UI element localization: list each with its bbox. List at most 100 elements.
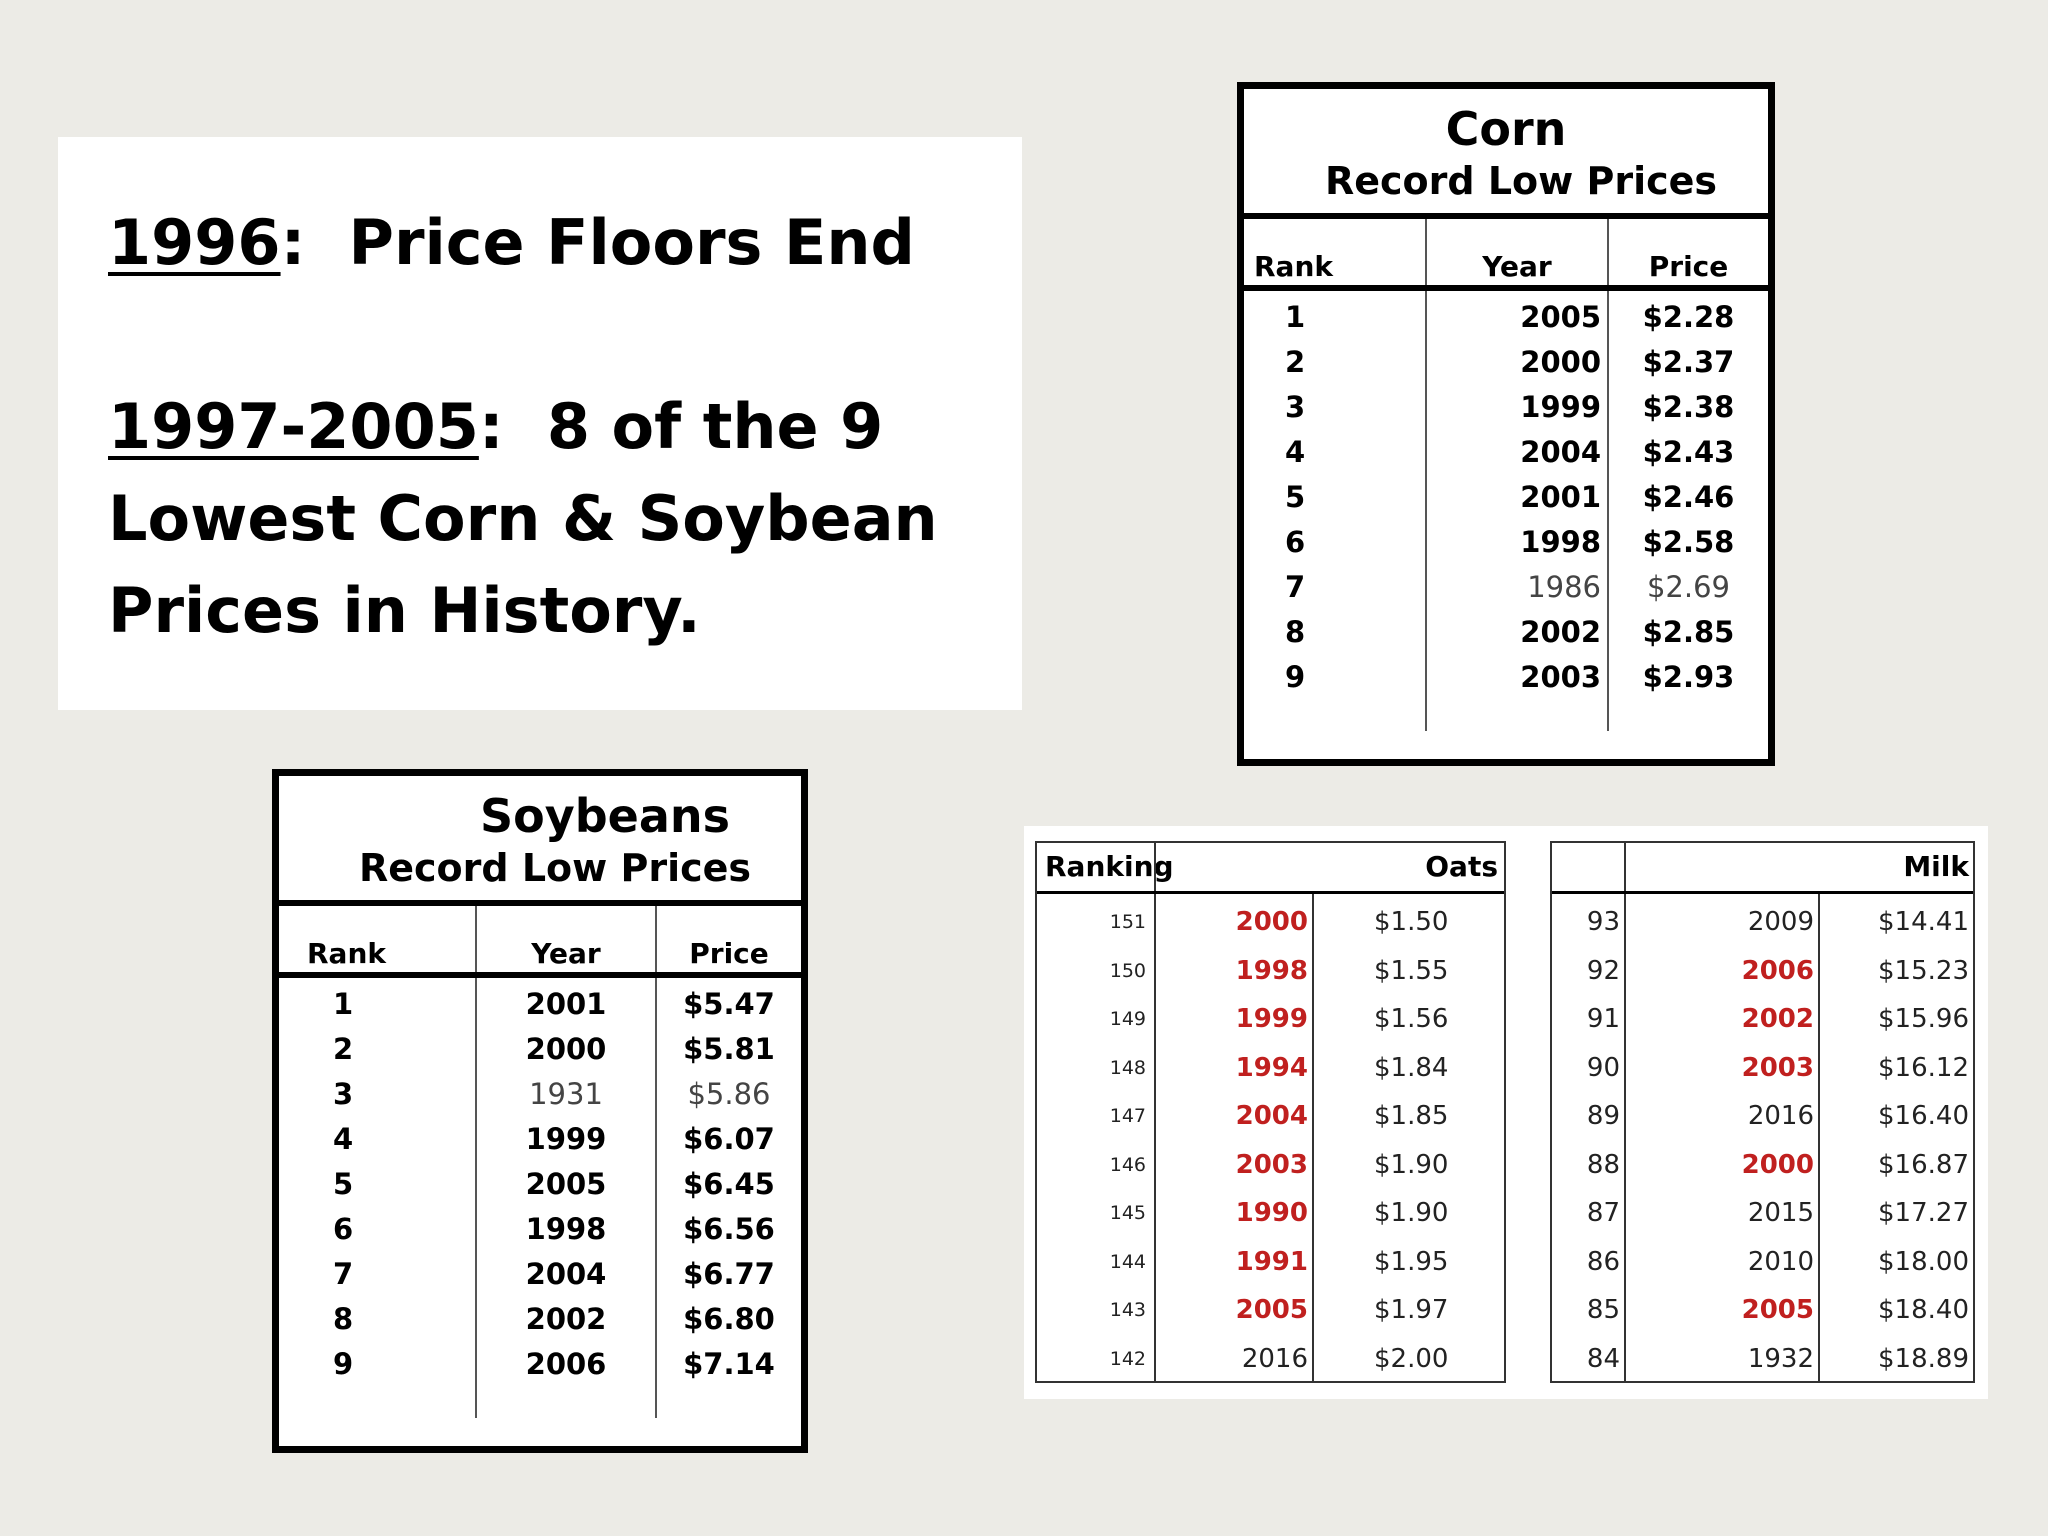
milk-year-cell: 1932 bbox=[1747, 1343, 1814, 1374]
milk-rank-cell: 90 bbox=[1586, 1052, 1620, 1083]
soybeans-rank-cell: 2 bbox=[333, 1032, 354, 1066]
oats-rank-cell: 144 bbox=[1109, 1250, 1146, 1273]
corn-year-cell: 2000 bbox=[1520, 345, 1601, 379]
oats-milk-ranking-panel: Ranking Oats 151 150 149 148 147 146 145 144 143… bbox=[1024, 826, 1988, 1399]
oats-price-cell: $1.97 bbox=[1374, 1295, 1449, 1325]
milk-price-cell: $17.27 bbox=[1878, 1198, 1969, 1228]
milk-year-cell: 2005 bbox=[1741, 1295, 1814, 1325]
milk-price-cell: $16.12 bbox=[1878, 1052, 1969, 1083]
corn-title: Corn bbox=[1445, 102, 1567, 156]
corn-record-low-table: Corn Record Low Prices Rank Year Price 1… bbox=[1237, 82, 1775, 766]
milk-rank-cell: 85 bbox=[1586, 1295, 1620, 1325]
milk-year-cell: 2003 bbox=[1741, 1052, 1814, 1083]
soybeans-header-rank: Rank bbox=[307, 937, 387, 970]
soybeans-rank-cell: 7 bbox=[333, 1257, 354, 1291]
headline-line-1-text: : Price Floors End bbox=[280, 206, 915, 279]
milk-header-ranking bbox=[1552, 843, 1624, 891]
oats-rank-cell: 148 bbox=[1109, 1056, 1146, 1079]
soybeans-year-cell: 2005 bbox=[525, 1167, 607, 1201]
corn-rank-cell: 3 bbox=[1285, 390, 1306, 424]
soybeans-price-cell: $6.07 bbox=[683, 1122, 775, 1156]
soybeans-year-cell: 1931 bbox=[529, 1077, 603, 1111]
corn-rank-cell: 5 bbox=[1285, 480, 1306, 514]
soybeans-price-cell: $5.47 bbox=[683, 987, 775, 1021]
corn-header-rank: Rank bbox=[1254, 250, 1334, 283]
oats-header-row: Ranking Oats bbox=[1037, 843, 1504, 894]
oats-price-cell: $1.50 bbox=[1374, 907, 1449, 937]
milk-ranking-table: Milk 93 92 91 90 89 88 87 86 85 84 2009 2006 2002 20… bbox=[1550, 841, 1975, 1383]
oats-rank-cell: 146 bbox=[1109, 1153, 1146, 1176]
soybeans-year-cell: 1998 bbox=[525, 1212, 607, 1246]
corn-rank-cell: 8 bbox=[1285, 615, 1306, 649]
milk-rank-cell: 91 bbox=[1586, 1004, 1620, 1034]
milk-price-cell: $18.40 bbox=[1878, 1295, 1969, 1325]
corn-rank-cell: 1 bbox=[1285, 300, 1306, 334]
soybeans-rank-cell: 3 bbox=[333, 1077, 354, 1111]
milk-price-cell: $18.00 bbox=[1878, 1246, 1969, 1277]
oats-rank-cell: 150 bbox=[1109, 959, 1146, 982]
oats-rank-cell: 151 bbox=[1109, 911, 1146, 933]
oats-year-cell: 1991 bbox=[1235, 1246, 1308, 1277]
corn-price-cell: $2.85 bbox=[1642, 615, 1735, 649]
oats-price-cell: $1.85 bbox=[1374, 1101, 1449, 1131]
headline-line-4: Prices in History. bbox=[108, 574, 701, 647]
milk-price-cell: $15.23 bbox=[1878, 955, 1969, 986]
soybeans-price-cell: $5.81 bbox=[683, 1032, 775, 1066]
corn-year-cell: 2003 bbox=[1520, 660, 1601, 694]
headline-card: 1996: Price Floors End 1997-2005: 8 of t… bbox=[58, 137, 1022, 710]
oats-year-cell: 1999 bbox=[1235, 1004, 1308, 1034]
corn-column-headers: Rank Year Price bbox=[1244, 219, 1768, 291]
oats-year-cell: 2004 bbox=[1235, 1101, 1308, 1131]
corn-price-cell: $2.37 bbox=[1642, 345, 1735, 379]
oats-year-cell: 1994 bbox=[1235, 1052, 1308, 1083]
soybeans-rank-cell: 9 bbox=[333, 1347, 354, 1381]
corn-rank-cell: 7 bbox=[1285, 570, 1306, 604]
oats-header-name: Oats bbox=[1154, 843, 1504, 891]
corn-year-cell: 1999 bbox=[1520, 390, 1601, 424]
corn-price-cell: $2.38 bbox=[1642, 390, 1735, 424]
soybeans-price-cell: $5.86 bbox=[687, 1077, 771, 1111]
soybeans-year-cell: 2004 bbox=[525, 1257, 607, 1291]
corn-year-cell: 2004 bbox=[1520, 435, 1601, 469]
milk-rank-cell: 89 bbox=[1586, 1101, 1620, 1131]
soybeans-rank-cell: 5 bbox=[333, 1167, 354, 1201]
corn-header-year: Year bbox=[1425, 219, 1607, 285]
corn-year-cell: 2002 bbox=[1520, 615, 1601, 649]
soybeans-year-cell: 2000 bbox=[525, 1032, 607, 1066]
soybeans-rank-cell: 6 bbox=[333, 1212, 354, 1246]
oats-price-cell: $1.56 bbox=[1374, 1004, 1449, 1034]
corn-rank-cell: 4 bbox=[1285, 435, 1306, 469]
corn-price-cell: $2.58 bbox=[1642, 525, 1735, 559]
milk-year-cell: 2015 bbox=[1747, 1198, 1814, 1228]
soybeans-year-cell: 2002 bbox=[525, 1302, 607, 1336]
corn-price-cell: $2.93 bbox=[1642, 660, 1735, 694]
oats-rank-cell: 143 bbox=[1109, 1299, 1146, 1321]
milk-rank-cell: 87 bbox=[1586, 1198, 1620, 1228]
corn-rank-cell: 9 bbox=[1285, 660, 1306, 694]
oats-price-cell: $1.95 bbox=[1374, 1246, 1449, 1277]
oats-header-ranking: Ranking bbox=[1045, 850, 1174, 883]
milk-price-cell: $15.96 bbox=[1878, 1004, 1969, 1034]
corn-rank-cell: 2 bbox=[1285, 345, 1306, 379]
soybeans-record-low-table: Soybeans Record Low Prices Rank Year Pri… bbox=[272, 769, 808, 1453]
milk-year-cell: 2002 bbox=[1741, 1004, 1814, 1034]
oats-price-cell: $1.90 bbox=[1374, 1149, 1449, 1180]
oats-year-cell: 1998 bbox=[1235, 955, 1308, 986]
soybeans-header-year: Year bbox=[475, 906, 655, 972]
soybeans-price-cell: $6.77 bbox=[683, 1257, 775, 1291]
corn-year-cell: 2001 bbox=[1520, 480, 1601, 514]
milk-year-cell: 2009 bbox=[1747, 907, 1814, 937]
corn-price-cell: $2.43 bbox=[1642, 435, 1735, 469]
corn-header-price: Price bbox=[1607, 219, 1768, 285]
oats-rank-cell: 147 bbox=[1109, 1105, 1146, 1127]
soybeans-year-cell: 1999 bbox=[525, 1122, 607, 1156]
corn-year-cell: 1998 bbox=[1520, 525, 1601, 559]
milk-header-name: Milk bbox=[1624, 843, 1973, 891]
oats-year-cell: 2003 bbox=[1235, 1149, 1308, 1180]
oats-price-cell: $2.00 bbox=[1374, 1343, 1449, 1374]
soybeans-rank-cell: 1 bbox=[333, 987, 354, 1021]
milk-price-cell: $16.40 bbox=[1878, 1101, 1969, 1131]
soybeans-rank-cell: 4 bbox=[333, 1122, 354, 1156]
headline-line-2-text: : 8 of the 9 bbox=[478, 390, 884, 463]
milk-year-cell: 2006 bbox=[1741, 955, 1814, 986]
